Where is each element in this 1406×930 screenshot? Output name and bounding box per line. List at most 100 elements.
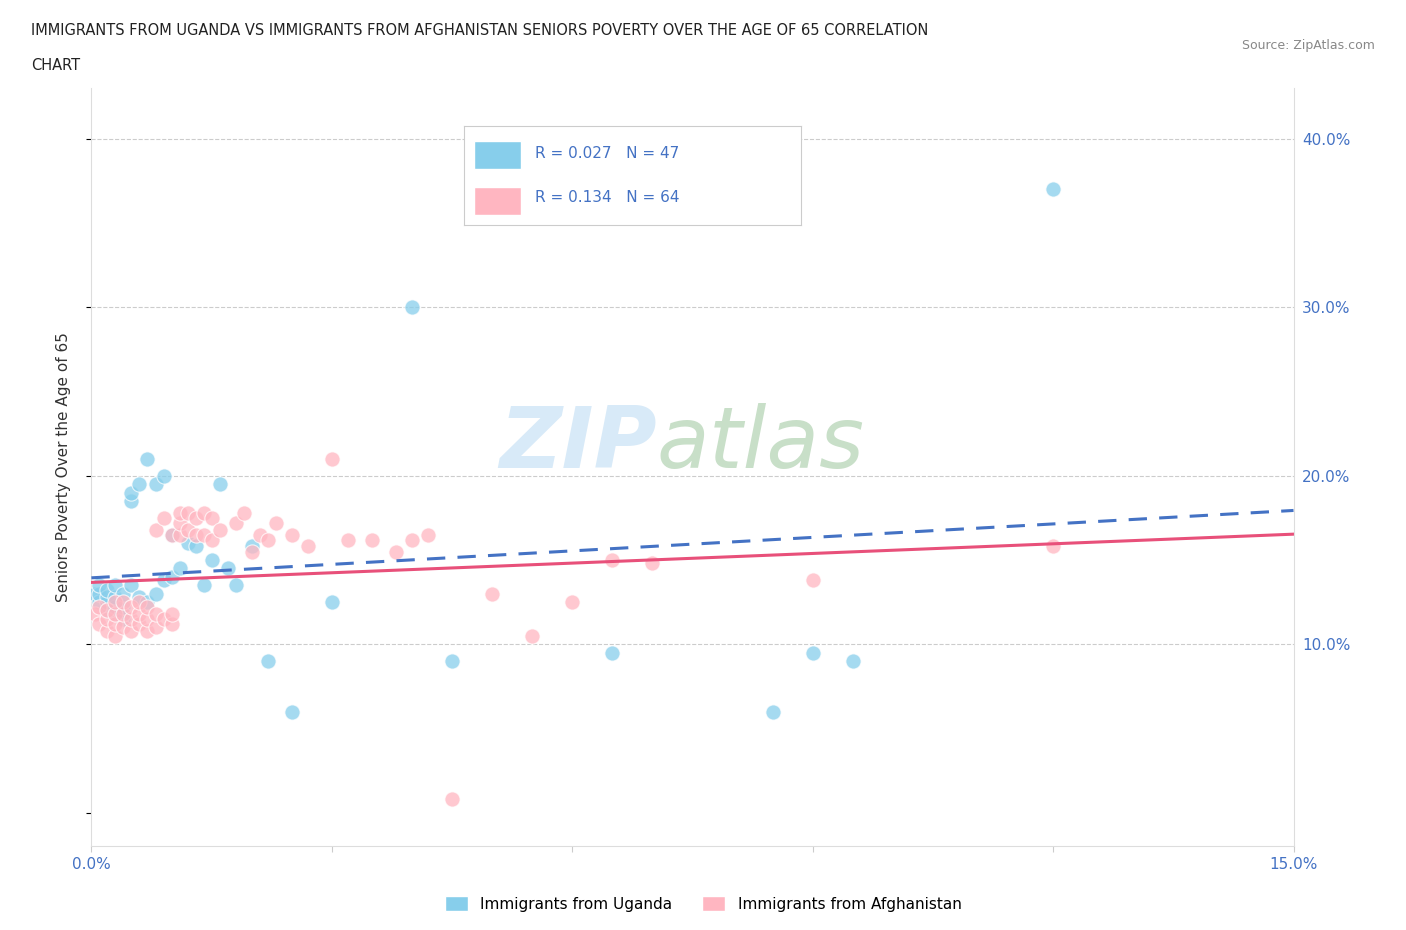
Point xyxy=(801,645,824,660)
Point xyxy=(104,600,127,615)
Point xyxy=(112,600,135,615)
Point xyxy=(84,606,107,621)
Point xyxy=(89,594,111,609)
Point xyxy=(152,511,174,525)
Point xyxy=(136,594,159,609)
Point xyxy=(240,539,263,554)
Point xyxy=(264,515,287,530)
Point xyxy=(169,515,191,530)
Point xyxy=(121,494,143,509)
Text: ZIP: ZIP xyxy=(499,403,657,486)
Point xyxy=(801,573,824,588)
Point xyxy=(522,629,544,644)
Point xyxy=(256,532,278,547)
Point xyxy=(184,527,207,542)
Point xyxy=(256,654,278,669)
Point xyxy=(96,612,118,627)
Point xyxy=(104,578,127,592)
Point xyxy=(136,623,159,638)
Point xyxy=(128,594,150,609)
Point xyxy=(225,578,247,592)
Point xyxy=(145,586,167,601)
Point xyxy=(104,606,127,621)
Point xyxy=(401,532,423,547)
Point xyxy=(336,532,359,547)
Point xyxy=(152,612,174,627)
Point xyxy=(145,523,167,538)
Point xyxy=(121,578,143,592)
Point xyxy=(240,544,263,559)
Point xyxy=(641,556,664,571)
Point xyxy=(112,606,135,621)
Point xyxy=(152,469,174,484)
Point xyxy=(385,544,408,559)
Point xyxy=(841,654,863,669)
Point xyxy=(281,704,304,719)
Point xyxy=(249,527,271,542)
Point xyxy=(160,569,183,584)
Point xyxy=(1042,182,1064,197)
Point xyxy=(184,511,207,525)
Point xyxy=(208,477,231,492)
Point xyxy=(104,590,127,604)
Point xyxy=(208,523,231,538)
Point xyxy=(152,573,174,588)
Point xyxy=(121,612,143,627)
Point xyxy=(225,515,247,530)
Point xyxy=(193,578,215,592)
Point xyxy=(176,536,198,551)
Text: atlas: atlas xyxy=(657,403,865,486)
Point xyxy=(169,561,191,576)
Point xyxy=(96,583,118,598)
Legend: Immigrants from Uganda, Immigrants from Afghanistan: Immigrants from Uganda, Immigrants from … xyxy=(439,889,967,918)
Point xyxy=(112,620,135,635)
Point xyxy=(193,527,215,542)
Point xyxy=(112,586,135,601)
Point xyxy=(96,590,118,604)
Point xyxy=(193,505,215,520)
Point xyxy=(121,485,143,500)
Point xyxy=(169,527,191,542)
Point xyxy=(232,505,254,520)
Point xyxy=(201,511,224,525)
Point xyxy=(128,477,150,492)
Point xyxy=(128,606,150,621)
Point xyxy=(145,477,167,492)
Point xyxy=(104,606,127,621)
Point xyxy=(184,539,207,554)
Point xyxy=(440,654,463,669)
Point xyxy=(89,578,111,592)
Point xyxy=(128,617,150,631)
Point xyxy=(89,617,111,631)
Point xyxy=(89,586,111,601)
Point xyxy=(176,523,198,538)
Point xyxy=(561,594,583,609)
Point xyxy=(217,561,239,576)
Point xyxy=(321,451,343,466)
Point xyxy=(602,552,624,567)
Point xyxy=(201,552,224,567)
Point xyxy=(1042,539,1064,554)
Y-axis label: Seniors Poverty Over the Age of 65: Seniors Poverty Over the Age of 65 xyxy=(56,332,70,603)
Point xyxy=(602,645,624,660)
Point xyxy=(112,612,135,627)
Point xyxy=(440,791,463,806)
Point xyxy=(96,603,118,618)
Point xyxy=(281,527,304,542)
Text: CHART: CHART xyxy=(31,58,80,73)
Point xyxy=(145,606,167,621)
Point xyxy=(762,704,785,719)
Text: IMMIGRANTS FROM UGANDA VS IMMIGRANTS FROM AFGHANISTAN SENIORS POVERTY OVER THE A: IMMIGRANTS FROM UGANDA VS IMMIGRANTS FRO… xyxy=(31,23,928,38)
Point xyxy=(136,612,159,627)
Point xyxy=(401,299,423,314)
Point xyxy=(360,532,382,547)
Point xyxy=(104,629,127,644)
Point xyxy=(145,620,167,635)
Point xyxy=(297,539,319,554)
Point xyxy=(96,603,118,618)
Point xyxy=(84,586,107,601)
Point xyxy=(160,527,183,542)
Point xyxy=(321,594,343,609)
Text: Source: ZipAtlas.com: Source: ZipAtlas.com xyxy=(1241,39,1375,52)
Point xyxy=(96,594,118,609)
